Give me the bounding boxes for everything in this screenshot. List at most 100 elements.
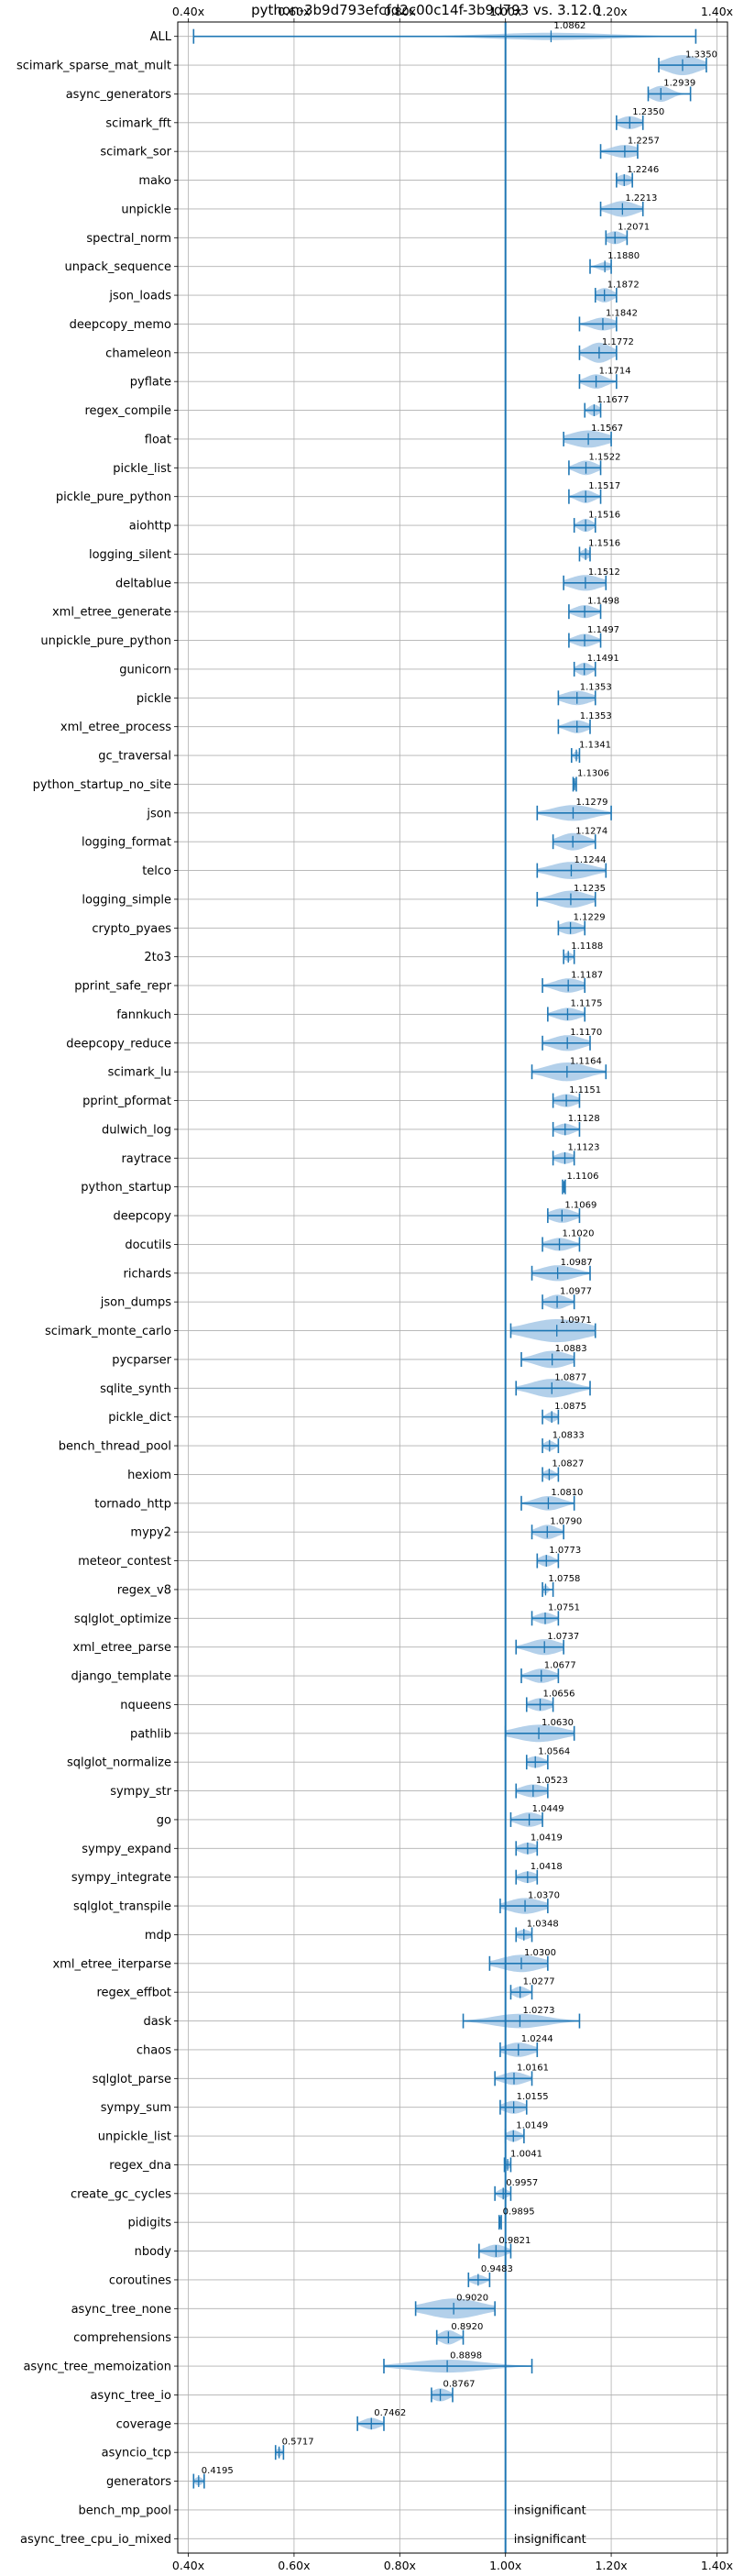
category-label: xml_etree_process [60,721,171,734]
value-label: 1.0877 [554,1373,586,1383]
category-label: regex_v8 [117,1583,171,1597]
value-label: 1.2246 [627,165,659,175]
value-label: 1.1498 [587,596,619,606]
value-label: 0.8767 [443,2380,476,2390]
value-label: 1.0149 [516,2120,548,2130]
category-label: logging_format [82,836,171,850]
category-label: sqlglot_optimize [74,1613,171,1626]
value-label-layer: 1.0862 1.3350 1.2939 1.2350 1.2257 1.2246 1.22… [202,21,717,2547]
category-label: json [146,807,171,820]
value-label: 1.1069 [564,1200,596,1210]
category-label: deepcopy [113,1210,171,1224]
category-label: bench_mp_pool [78,2504,171,2517]
category-label: async_tree_none [71,2303,171,2317]
value-label: 1.1170 [570,1028,602,1038]
category-label: python_startup [81,1181,171,1194]
value-label: 1.0418 [531,1862,563,1872]
category-label: sympy_expand [82,1843,171,1856]
x-tick-label-bottom: 1.20x [595,2559,627,2572]
value-label: 1.0862 [553,21,585,31]
category-label: pickle_dict [108,1411,171,1425]
category-label: regex_dna [109,2159,171,2173]
value-label: 1.1772 [602,337,634,347]
category-label: pycparser [112,1353,171,1367]
category-label: python_startup_no_site [33,778,171,792]
category-label: sympy_integrate [71,1871,171,1885]
category-label: dask [143,2015,171,2029]
category-label: chameleon [105,347,171,360]
category-label: go [157,1813,171,1827]
x-tick-label-top: 0.80x [384,5,416,18]
x-tick-label-top: 0.40x [172,5,204,18]
category-label: pprint_safe_repr [74,980,171,994]
value-label: 1.0277 [523,1976,555,1987]
category-label: deepcopy_memo [70,318,171,332]
insignificant-label: insignificant [514,2504,586,2517]
value-label: 1.0810 [551,1488,583,1498]
category-label: meteor_contest [78,1555,171,1569]
value-label: 1.1491 [587,654,619,664]
category-label: gunicorn [119,663,171,677]
category-label: aiohttp [129,520,171,534]
value-label: 1.1516 [588,539,620,549]
category-label: comprehensions [73,2331,171,2345]
value-label: 1.1229 [574,913,606,923]
category-label: async_tree_memoization [23,2361,171,2374]
category-label: asyncio_tcp [102,2447,171,2460]
category-label: unpack_sequence [64,260,171,274]
value-label: 1.1235 [574,884,606,894]
category-label: unpickle [121,203,171,216]
x-tick-label-bottom: 0.40x [172,2559,204,2572]
category-label: deepcopy_reduce [66,1037,171,1051]
value-label: 0.8920 [451,2322,483,2332]
value-label: 1.0161 [517,2064,549,2074]
category-label: crypto_pyaes [92,922,171,936]
value-label: 1.1279 [575,798,607,808]
value-label: 1.1677 [596,395,629,405]
category-label: xml_etree_iterparse [52,1957,171,1971]
x-tick-label-top: 1.20x [595,5,627,18]
value-label: 1.0751 [548,1603,580,1613]
value-label: 1.0630 [542,1718,574,1728]
value-label: 1.1497 [587,625,619,635]
value-label: 1.2350 [632,107,664,117]
value-label: 1.0244 [521,2034,553,2044]
category-label: sqlglot_parse [93,2073,171,2086]
value-label: 1.2071 [618,223,650,233]
category-label: json_dumps [100,1296,171,1310]
errorbar-layer [192,28,707,2489]
category-label: scimark_lu [108,1066,171,1080]
category-label: sqlglot_normalize [67,1756,171,1770]
value-label: 1.1714 [599,366,631,376]
value-label: 1.1274 [575,826,607,836]
value-label: 1.1872 [607,280,640,290]
value-label: 1.0827 [552,1459,584,1470]
category-label: coroutines [109,2273,171,2287]
category-label: deltablue [115,577,171,590]
value-label: 1.0564 [538,1746,570,1756]
value-label: 1.1842 [606,309,638,319]
category-label: scimark_monte_carlo [45,1325,171,1338]
category-label: pathlib [130,1727,171,1741]
value-label: 1.1123 [567,1143,599,1153]
value-label: 1.1353 [580,683,612,693]
value-label: 1.0155 [517,2092,549,2102]
value-label: 1.0348 [527,1920,559,1930]
value-label: 1.0419 [531,1833,563,1844]
x-tick-label-bottom: 0.60x [278,2559,310,2572]
value-label: 0.9020 [456,2294,488,2304]
category-label: async_tree_io [90,2389,171,2403]
axes: 0.40x 0.40x 0.60x 0.60x 0.80x 0.80x 1.00x 1.00x… [16,5,733,2572]
value-label: 0.9821 [498,2236,531,2246]
violin-layer [193,32,706,2486]
category-label: hexiom [127,1469,171,1482]
category-label: async_generators [66,88,172,102]
category-label: telco [142,864,171,878]
category-label: fannkuch [116,1008,171,1022]
value-label: 1.1188 [571,941,603,952]
value-label: 1.1522 [589,453,621,463]
category-label: json_loads [108,290,171,303]
category-label: mdp [145,1929,171,1943]
value-label: 1.1151 [569,1085,601,1095]
